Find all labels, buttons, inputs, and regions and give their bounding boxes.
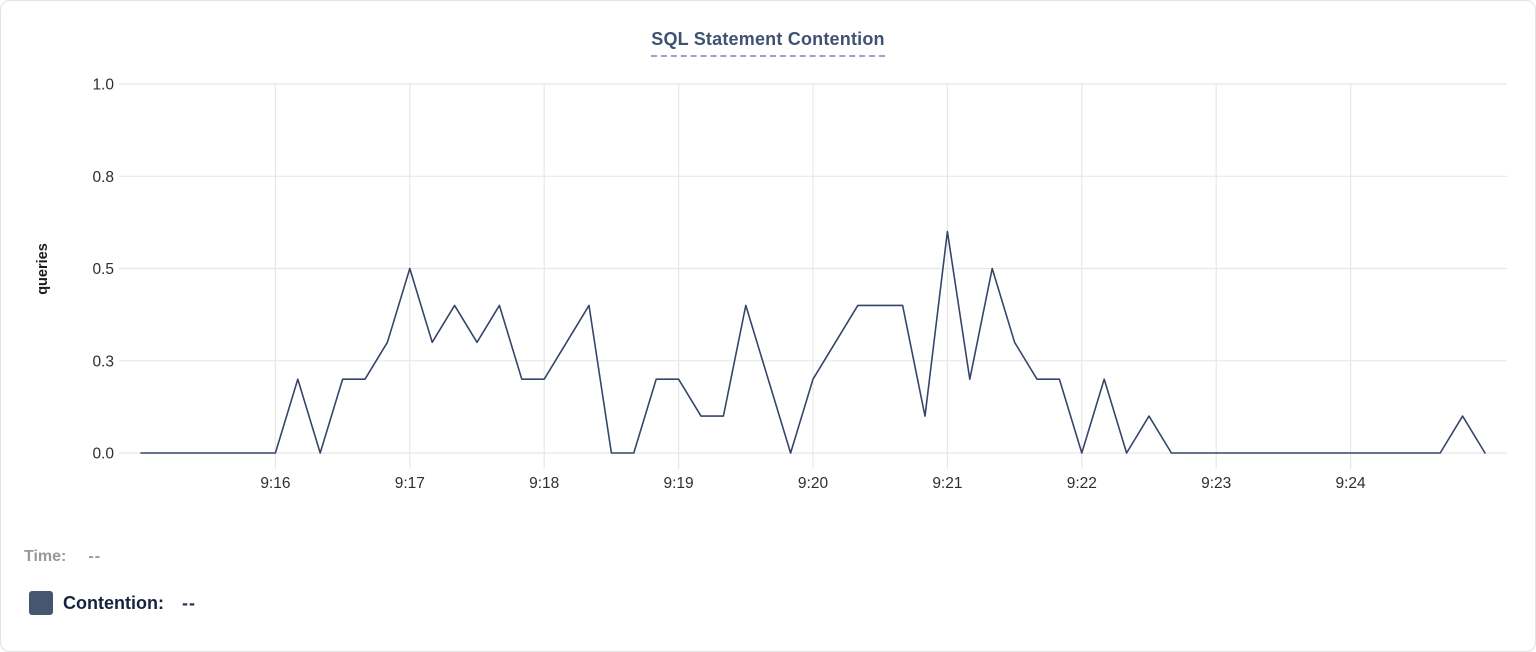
legend-time-label: Time:: [24, 548, 67, 565]
x-tick-label: 9:19: [664, 475, 694, 492]
x-tick-label: 9:24: [1336, 475, 1367, 492]
x-tick-label: 9:16: [260, 475, 290, 492]
legend-contention-row: Contention: --: [29, 591, 196, 615]
x-tick-label: 9:21: [932, 475, 962, 492]
gridlines: [119, 83, 1507, 469]
contention-line: [140, 230, 1486, 454]
x-tick-label: 9:20: [798, 475, 829, 492]
x-tick-label: 9:22: [1067, 475, 1097, 492]
y-tick-label: 0.0: [92, 446, 114, 463]
legend-contention-value: --: [181, 592, 196, 613]
legend-contention-label: Contention:: [63, 592, 164, 613]
x-tick-label: 9:17: [395, 475, 425, 492]
x-axis: 9:16 9:17 9:18 9:19 9:20 9:21 9:22 9:23 9:24: [260, 475, 1366, 492]
chart-title[interactable]: SQL Statement Contention: [651, 29, 885, 57]
x-tick-label: 9:23: [1201, 475, 1231, 492]
legend-time-row: Time: --: [24, 548, 101, 566]
y-tick-label: 0.8: [92, 169, 114, 186]
y-axis: 0.0 0.3 0.5 0.8 1.0 queries: [35, 77, 114, 463]
y-tick-label: 0.3: [92, 353, 114, 370]
chart-header: SQL Statement Contention: [1, 29, 1535, 57]
legend-time-value: --: [88, 548, 102, 565]
y-tick-label: 1.0: [92, 77, 114, 94]
x-tick-label: 9:18: [529, 475, 559, 492]
y-axis-title: queries: [35, 243, 51, 295]
contention-series: [140, 230, 1486, 454]
y-tick-label: 0.5: [92, 261, 114, 278]
contention-series-swatch: [29, 591, 53, 615]
